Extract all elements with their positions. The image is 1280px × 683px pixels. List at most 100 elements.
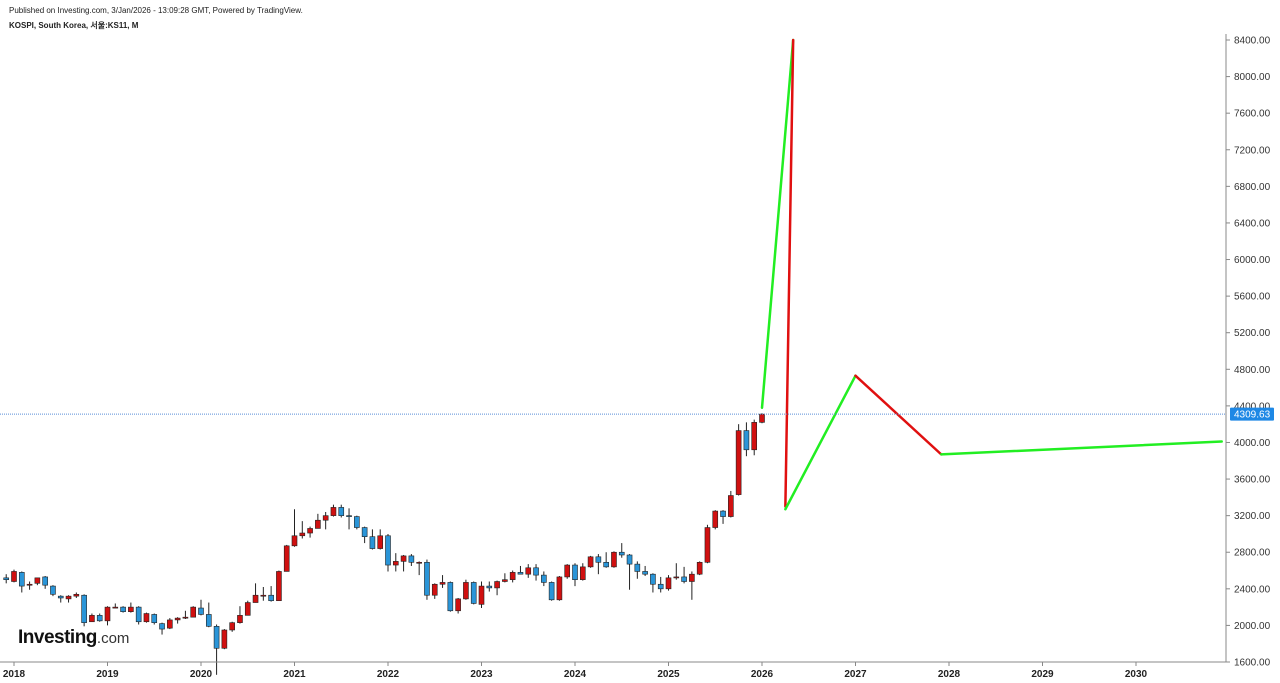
projection-line-up[interactable] bbox=[760, 38, 795, 409]
candle-body bbox=[759, 413, 765, 423]
candle-body bbox=[89, 615, 95, 623]
candle-body bbox=[307, 528, 313, 534]
y-tick-label: 6800.00 bbox=[1234, 182, 1271, 193]
candle-body bbox=[735, 430, 742, 495]
chart-symbol-title: KOSPI, South Korea, 서울:KS11, M bbox=[9, 21, 139, 30]
x-tick-label: 2027 bbox=[844, 669, 867, 680]
y-tick-label: 4400.00 bbox=[1234, 401, 1271, 412]
candle-body bbox=[650, 573, 656, 585]
candle-body bbox=[315, 519, 321, 529]
candle-body bbox=[252, 594, 259, 603]
candle-body bbox=[81, 594, 87, 623]
candle-body bbox=[447, 582, 454, 612]
projection-line-down[interactable] bbox=[854, 374, 943, 456]
candle-body bbox=[135, 606, 142, 623]
candle-body bbox=[486, 585, 493, 589]
candle-body bbox=[478, 585, 485, 605]
y-tick-label: 6000.00 bbox=[1234, 255, 1271, 266]
projection-lines-layer bbox=[760, 38, 1223, 511]
x-tick-label: 2026 bbox=[751, 669, 774, 680]
candle-body bbox=[104, 606, 111, 622]
candle-body bbox=[611, 551, 617, 568]
candle-body bbox=[463, 582, 469, 600]
candle-body bbox=[120, 606, 126, 612]
candle-body bbox=[151, 614, 158, 623]
candle-body bbox=[556, 576, 563, 601]
y-tick-label: 8400.00 bbox=[1234, 36, 1271, 47]
candle-body bbox=[572, 564, 578, 580]
candle-body bbox=[541, 574, 547, 583]
y-tick-label: 1600.00 bbox=[1234, 658, 1271, 669]
candle-body bbox=[369, 536, 376, 549]
candle-body bbox=[743, 430, 750, 451]
candle-body bbox=[159, 623, 165, 630]
logo-tld-text: .com bbox=[96, 630, 130, 647]
y-tick-label: 4000.00 bbox=[1234, 438, 1271, 449]
projection-line-down[interactable] bbox=[784, 38, 795, 508]
x-tick-label: 2024 bbox=[564, 669, 587, 680]
candle-body bbox=[276, 571, 282, 602]
candle-body bbox=[42, 576, 48, 586]
last-price-label-group: 4309.63 bbox=[1230, 407, 1274, 421]
candle-body bbox=[673, 576, 680, 579]
candle-body bbox=[361, 527, 368, 537]
candle-body bbox=[221, 629, 228, 649]
candle-body bbox=[751, 422, 758, 451]
candle-body bbox=[626, 554, 633, 565]
candle-body bbox=[73, 594, 80, 597]
candle-body bbox=[3, 577, 10, 580]
candle-body bbox=[338, 507, 345, 516]
candle-body bbox=[354, 516, 360, 528]
y-tick-label: 2400.00 bbox=[1234, 584, 1271, 595]
candle-body bbox=[502, 579, 508, 582]
candle-body bbox=[579, 566, 586, 580]
candle-body bbox=[720, 510, 726, 517]
candle-body bbox=[712, 510, 719, 528]
candle-body bbox=[65, 595, 72, 600]
candle-body bbox=[57, 595, 64, 599]
candle-body bbox=[548, 582, 555, 601]
candle-body bbox=[167, 619, 173, 629]
candle-body bbox=[408, 555, 415, 563]
y-tick-label: 5200.00 bbox=[1234, 328, 1271, 339]
y-tick-label: 2000.00 bbox=[1234, 621, 1271, 632]
candle-body bbox=[587, 556, 594, 568]
candle-body bbox=[26, 583, 33, 586]
candle-body bbox=[470, 582, 477, 604]
y-tick-label: 7200.00 bbox=[1234, 145, 1271, 156]
logo-main-text: Investing bbox=[18, 627, 97, 648]
candle-body bbox=[18, 572, 25, 587]
candle-body bbox=[595, 556, 602, 563]
last-price-label: 4309.63 bbox=[1234, 410, 1271, 421]
candle-body bbox=[346, 515, 352, 517]
candle-body bbox=[237, 615, 243, 623]
projection-line-up[interactable] bbox=[784, 374, 857, 511]
candle-body bbox=[494, 581, 500, 589]
y-axis: 1600.00 2000.00 2400.00 2800.00 3200.00 3600.… bbox=[1226, 36, 1271, 669]
candles-layer bbox=[3, 413, 765, 675]
candle-body bbox=[96, 615, 103, 622]
candle-body bbox=[299, 532, 306, 537]
x-tick-label: 2023 bbox=[470, 669, 493, 680]
candle-body bbox=[330, 507, 337, 516]
candle-body bbox=[283, 545, 290, 572]
x-tick-label: 2021 bbox=[283, 669, 306, 680]
projection-line-up[interactable] bbox=[939, 440, 1223, 456]
x-tick-label: 2029 bbox=[1031, 669, 1054, 680]
candle-body bbox=[665, 577, 672, 590]
candle-body bbox=[392, 561, 399, 566]
candle-body bbox=[728, 495, 734, 517]
candle-body bbox=[424, 561, 430, 596]
x-tick-label: 2028 bbox=[938, 669, 961, 680]
x-tick-label: 2020 bbox=[190, 669, 213, 680]
candle-body bbox=[112, 606, 119, 609]
candle-body bbox=[143, 613, 150, 623]
candle-body bbox=[50, 585, 56, 595]
candle-body bbox=[439, 582, 446, 585]
x-tick-label: 2018 bbox=[3, 669, 26, 680]
published-info: Published on Investing.com, 3/Jan/2026 -… bbox=[9, 6, 303, 15]
candle-body bbox=[416, 561, 422, 564]
candle-body bbox=[696, 561, 703, 575]
candle-body bbox=[400, 555, 407, 562]
